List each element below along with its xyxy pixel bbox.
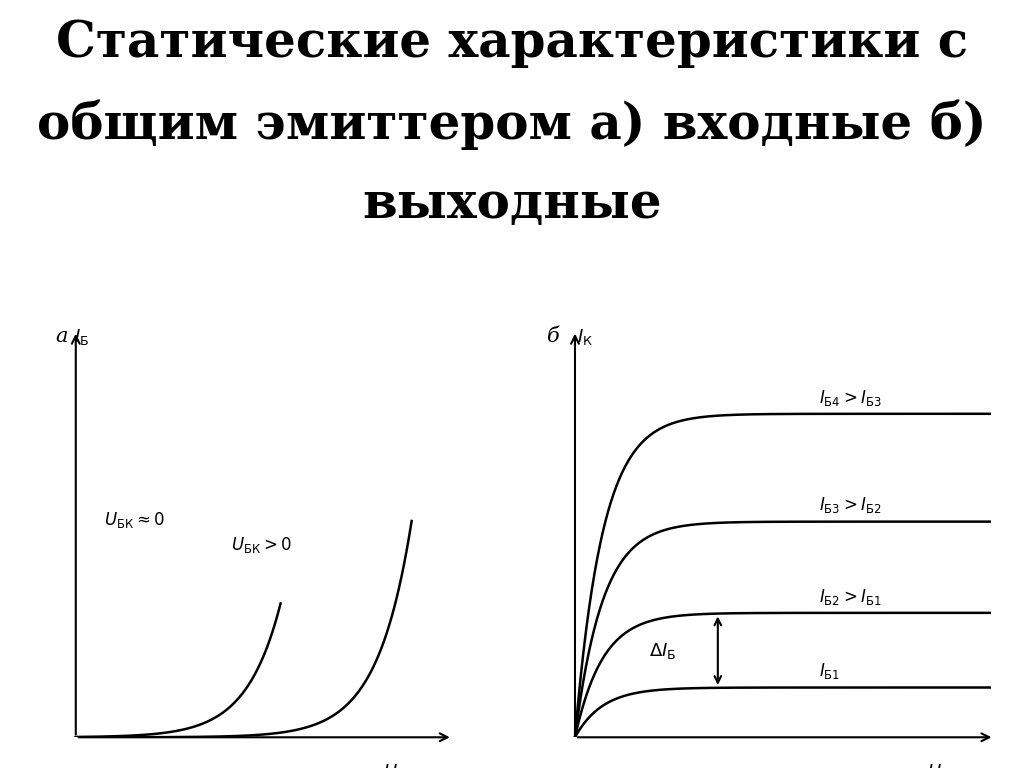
Text: $U_{\rm БЭ}$: $U_{\rm БЭ}$ (383, 762, 416, 768)
Text: $U_{\rm БК}{\approx}0$: $U_{\rm БК}{\approx}0$ (104, 510, 165, 530)
Text: $I_{\rm Б1}$: $I_{\rm Б1}$ (819, 661, 841, 681)
Text: $I_{\rm Б4}{>}I_{\rm Б3}$: $I_{\rm Б4}{>}I_{\rm Б3}$ (819, 388, 882, 408)
Text: общим эмиттером а) входные б): общим эмиттером а) входные б) (37, 100, 987, 151)
Text: $I_{\rm Б2}{>}I_{\rm Б1}$: $I_{\rm Б2}{>}I_{\rm Б1}$ (819, 587, 882, 607)
Text: выходные: выходные (362, 180, 662, 230)
Text: $\Delta I_{\rm Б}$: $\Delta I_{\rm Б}$ (649, 641, 676, 660)
Text: Статические характеристики с: Статические характеристики с (56, 19, 968, 68)
Text: а: а (55, 326, 68, 346)
Text: $U_{\rm КЭ}$: $U_{\rm КЭ}$ (928, 762, 959, 768)
Text: б: б (547, 326, 560, 346)
Text: $I_{\rm Б}$: $I_{\rm Б}$ (74, 326, 89, 346)
Text: $I_{\rm Б3}{>}I_{\rm Б2}$: $I_{\rm Б3}{>}I_{\rm Б2}$ (819, 495, 882, 515)
Text: $U_{\rm БК}{>}0$: $U_{\rm БК}{>}0$ (231, 535, 292, 554)
Text: $I_{\rm К}$: $I_{\rm К}$ (578, 326, 593, 346)
